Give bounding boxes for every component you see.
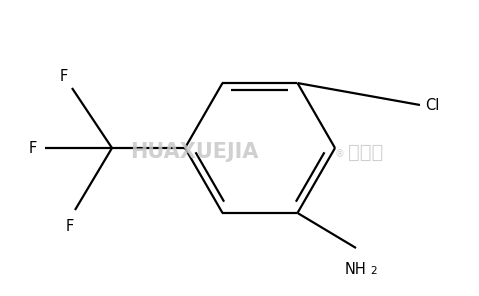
Text: NH: NH (345, 262, 367, 277)
Text: Cl: Cl (425, 97, 439, 112)
Text: HUAXUEJIA: HUAXUEJIA (130, 142, 258, 162)
Text: 化学加: 化学加 (348, 142, 383, 162)
Text: 2: 2 (371, 266, 377, 276)
Text: F: F (29, 141, 37, 155)
Text: F: F (60, 68, 68, 83)
Text: F: F (66, 218, 74, 234)
Text: ®: ® (335, 149, 345, 159)
